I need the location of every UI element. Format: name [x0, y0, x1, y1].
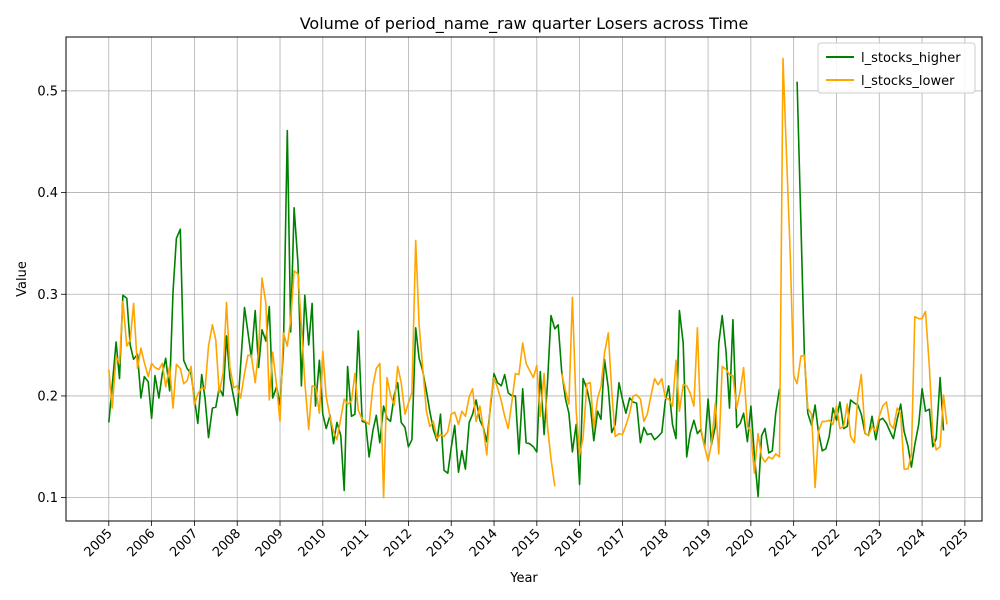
chart-title: Volume of period_name_raw quarter Losers…	[300, 14, 749, 34]
series-layer	[108, 57, 948, 499]
legend-box	[817, 42, 976, 94]
y-axis: 0.1 0.2 0.3 0.4 0.5	[37, 84, 66, 506]
legend: l_stocks_higher l_stocks_lower	[817, 42, 976, 94]
x-axis-label: Year	[509, 571, 538, 586]
y-tick-label: 0.1	[37, 491, 58, 506]
y-tick-label: 0.3	[37, 288, 58, 303]
y-tick-label: 0.5	[37, 84, 58, 99]
y-tick-label: 0.4	[37, 186, 58, 201]
series-line-l_stocks_lower	[108, 57, 948, 499]
y-tick-label: 0.2	[37, 389, 58, 404]
legend-label-lower: l_stocks_lower	[861, 74, 955, 89]
y-axis-label: Value	[15, 261, 30, 297]
plot-frame	[65, 36, 983, 522]
legend-label-higher: l_stocks_higher	[861, 51, 961, 66]
